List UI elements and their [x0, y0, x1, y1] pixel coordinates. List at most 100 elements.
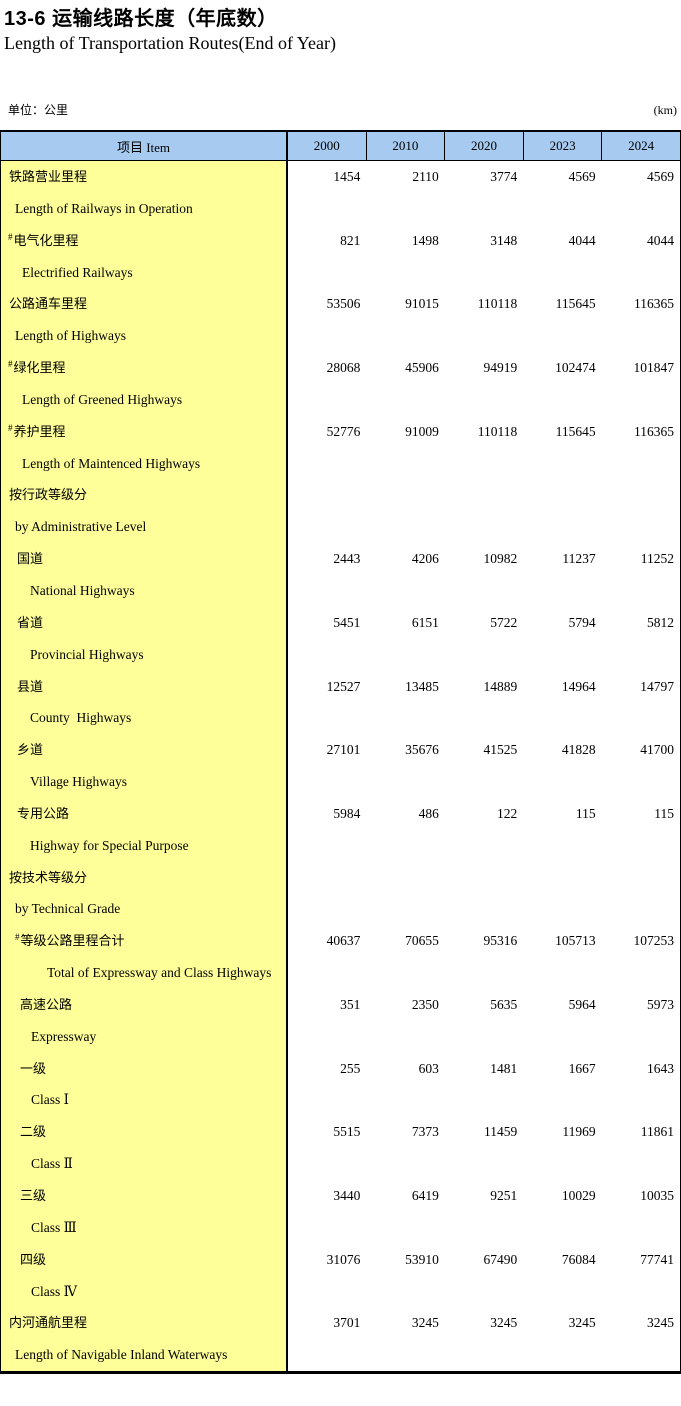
value-cell: [445, 862, 523, 894]
value-cell: 41828: [561, 742, 596, 758]
row-label-en: Provincial Highways: [30, 646, 144, 662]
value-cell: 10982: [483, 551, 518, 567]
row-values: 1454 2110 3774 4569 4569: [288, 161, 680, 225]
hash-marker: #: [8, 422, 13, 433]
value-cell: 91009: [405, 423, 439, 439]
year-header-cell: 2000: [313, 138, 340, 153]
value-cell: 5515: [333, 1124, 361, 1140]
row-label-cell: 三级 Class Ⅲ: [1, 1180, 288, 1244]
value-cell: 5451: [333, 614, 361, 630]
row-values: [288, 479, 680, 543]
value-cell: 5973: [647, 996, 675, 1012]
value-cell: 14797: [640, 678, 675, 694]
row-label-cn: 乡道: [17, 742, 44, 758]
row-label-cn: #电气化里程: [8, 231, 79, 248]
value-cell: 6419: [411, 1188, 439, 1203]
value-cell: 3245: [647, 1315, 675, 1331]
value-cell: [288, 862, 366, 894]
value-cell: 116365: [634, 296, 675, 312]
row-label-cn: #等级公路里程合计: [15, 932, 125, 949]
value-cell: 351: [340, 996, 361, 1012]
row-label-cn: 内河通航里程: [9, 1315, 88, 1331]
table-row: #等级公路里程合计 Total of Expressway and Class H…: [1, 925, 680, 989]
value-cell: 4569: [568, 169, 596, 184]
row-label-cn: 高速公路: [20, 996, 73, 1012]
value-cell: 115645: [555, 423, 596, 439]
value-cell: 91015: [405, 296, 439, 312]
row-label-cn: 省道: [17, 614, 44, 630]
row-label-cn: 专用公路: [17, 805, 70, 821]
row-label-en: Length of Maintenced Highways: [22, 455, 201, 471]
table-body: 铁路营业里程 Length of Railways in Operation 145…: [1, 161, 680, 1372]
value-cell: 5635: [490, 996, 518, 1012]
table-row: 公路通车里程 Length of Highways 53506 91015 110118…: [1, 288, 680, 353]
row-label-cn: 按技术等级分: [9, 869, 88, 885]
row-label-cell: 乡道 Village Highways: [1, 734, 288, 798]
row-label-en: Class Ⅲ: [31, 1219, 77, 1235]
table-row: 二级 Class Ⅱ 5515 7373 11459 11969 11861: [1, 1116, 680, 1180]
value-cell: 11861: [640, 1124, 675, 1140]
row-label-cell: #电气化里程 Electrified Railways: [1, 224, 288, 289]
table-row: 乡道 Village Highways 27101 35676 41525 41828 41…: [1, 734, 680, 798]
value-cell: 116365: [634, 423, 675, 439]
row-label-cell: 二级 Class Ⅱ: [1, 1116, 288, 1180]
value-cell: 11252: [640, 551, 675, 567]
value-cell: 6151: [411, 614, 439, 630]
value-cell: 2110: [412, 169, 439, 184]
value-cell: 122: [496, 805, 518, 821]
year-header-cell: 2020: [444, 132, 523, 160]
stats-table: 项目 Item 2000 2010 2020 2023 2024 铁路营业里程 Lengt…: [0, 130, 681, 1375]
value-cell: 1643: [647, 1060, 675, 1076]
row-label-cell: #等级公路里程合计 Total of Expressway and Class H…: [1, 925, 288, 989]
table-row: 四级 Class Ⅳ 31076 53910 67490 76084 77741: [1, 1243, 680, 1308]
year-header-group: 2000 2010 2020 2023 2024: [288, 132, 680, 160]
row-values: 3701 3245 3245 3245 3245: [288, 1307, 680, 1371]
table-row: 三级 Class Ⅲ 3440 6419 9251 10029 10035: [1, 1180, 680, 1244]
row-label-cell: 内河通航里程 Length of Navigable Inland Waterwa…: [1, 1307, 288, 1372]
row-values: 5451 6151 5722 5794 5812: [288, 607, 680, 671]
row-label-en: Length of Railways in Operation: [15, 200, 193, 216]
value-cell: 5812: [647, 614, 675, 630]
row-values: 5984 486 122 115 115: [288, 798, 680, 862]
value-cell: 28068: [326, 360, 361, 376]
value-cell: 7373: [411, 1124, 439, 1140]
value-cell: 31076: [326, 1251, 361, 1267]
row-values: 351 2350 5635 5964 5973: [288, 989, 680, 1053]
value-cell: 102474: [555, 360, 596, 376]
value-cell: 11459: [483, 1124, 518, 1140]
row-label-cn: 国道: [17, 551, 44, 567]
row-label-cell: 国道 National Highways: [1, 543, 288, 607]
value-cell: 105713: [555, 933, 596, 949]
row-values: 40637 70655 95316 105713 107253: [288, 925, 680, 989]
table-row: 高速公路 Expressway 351 2350 5635 5964 5973: [1, 988, 680, 1053]
table-header-row: 项目 Item 2000 2010 2020 2023 2024: [1, 132, 680, 161]
row-label-en: Total of Expressway and Class Highways: [47, 965, 272, 981]
page-subtitle: Length of Transportation Routes(End of Y…: [4, 33, 336, 53]
value-cell: 1481: [490, 1060, 518, 1076]
value-cell: 821: [340, 232, 361, 248]
row-label-en: by Administrative Level: [15, 519, 147, 535]
row-label-en: Class Ⅰ: [31, 1092, 69, 1108]
table-row: 省道 Provincial Highways 5451 6151 5722 5794 581…: [1, 606, 680, 671]
value-cell: 70655: [405, 933, 439, 949]
value-cell: 4044: [568, 232, 596, 248]
row-values: 28068 45906 94919 102474 101847: [288, 352, 680, 416]
value-cell: 3245: [568, 1315, 596, 1331]
value-cell: 94919: [483, 360, 518, 376]
value-cell: 40637: [326, 933, 361, 949]
value-cell: 115645: [555, 296, 596, 312]
table-row: 国道 National Highways 2443 4206 10982 11237 112…: [1, 543, 680, 607]
row-values: 5515 7373 11459 11969 11861: [288, 1116, 680, 1180]
year-header-cell: 2024: [601, 132, 680, 160]
row-label-cn: 县道: [17, 678, 44, 694]
value-cell: 110118: [477, 296, 518, 312]
row-label-en: County Highways: [30, 710, 132, 726]
value-cell: 5984: [333, 805, 361, 821]
table-row: 内河通航里程 Length of Navigable Inland Waterwa…: [1, 1307, 680, 1372]
value-cell: [523, 479, 601, 511]
row-values: 12527 13485 14889 14964 14797: [288, 671, 680, 735]
row-label-cn: #养护里程: [8, 422, 66, 439]
row-label-en: Class Ⅳ: [31, 1283, 78, 1299]
value-cell: [523, 862, 601, 894]
value-cell: 110118: [477, 423, 518, 439]
